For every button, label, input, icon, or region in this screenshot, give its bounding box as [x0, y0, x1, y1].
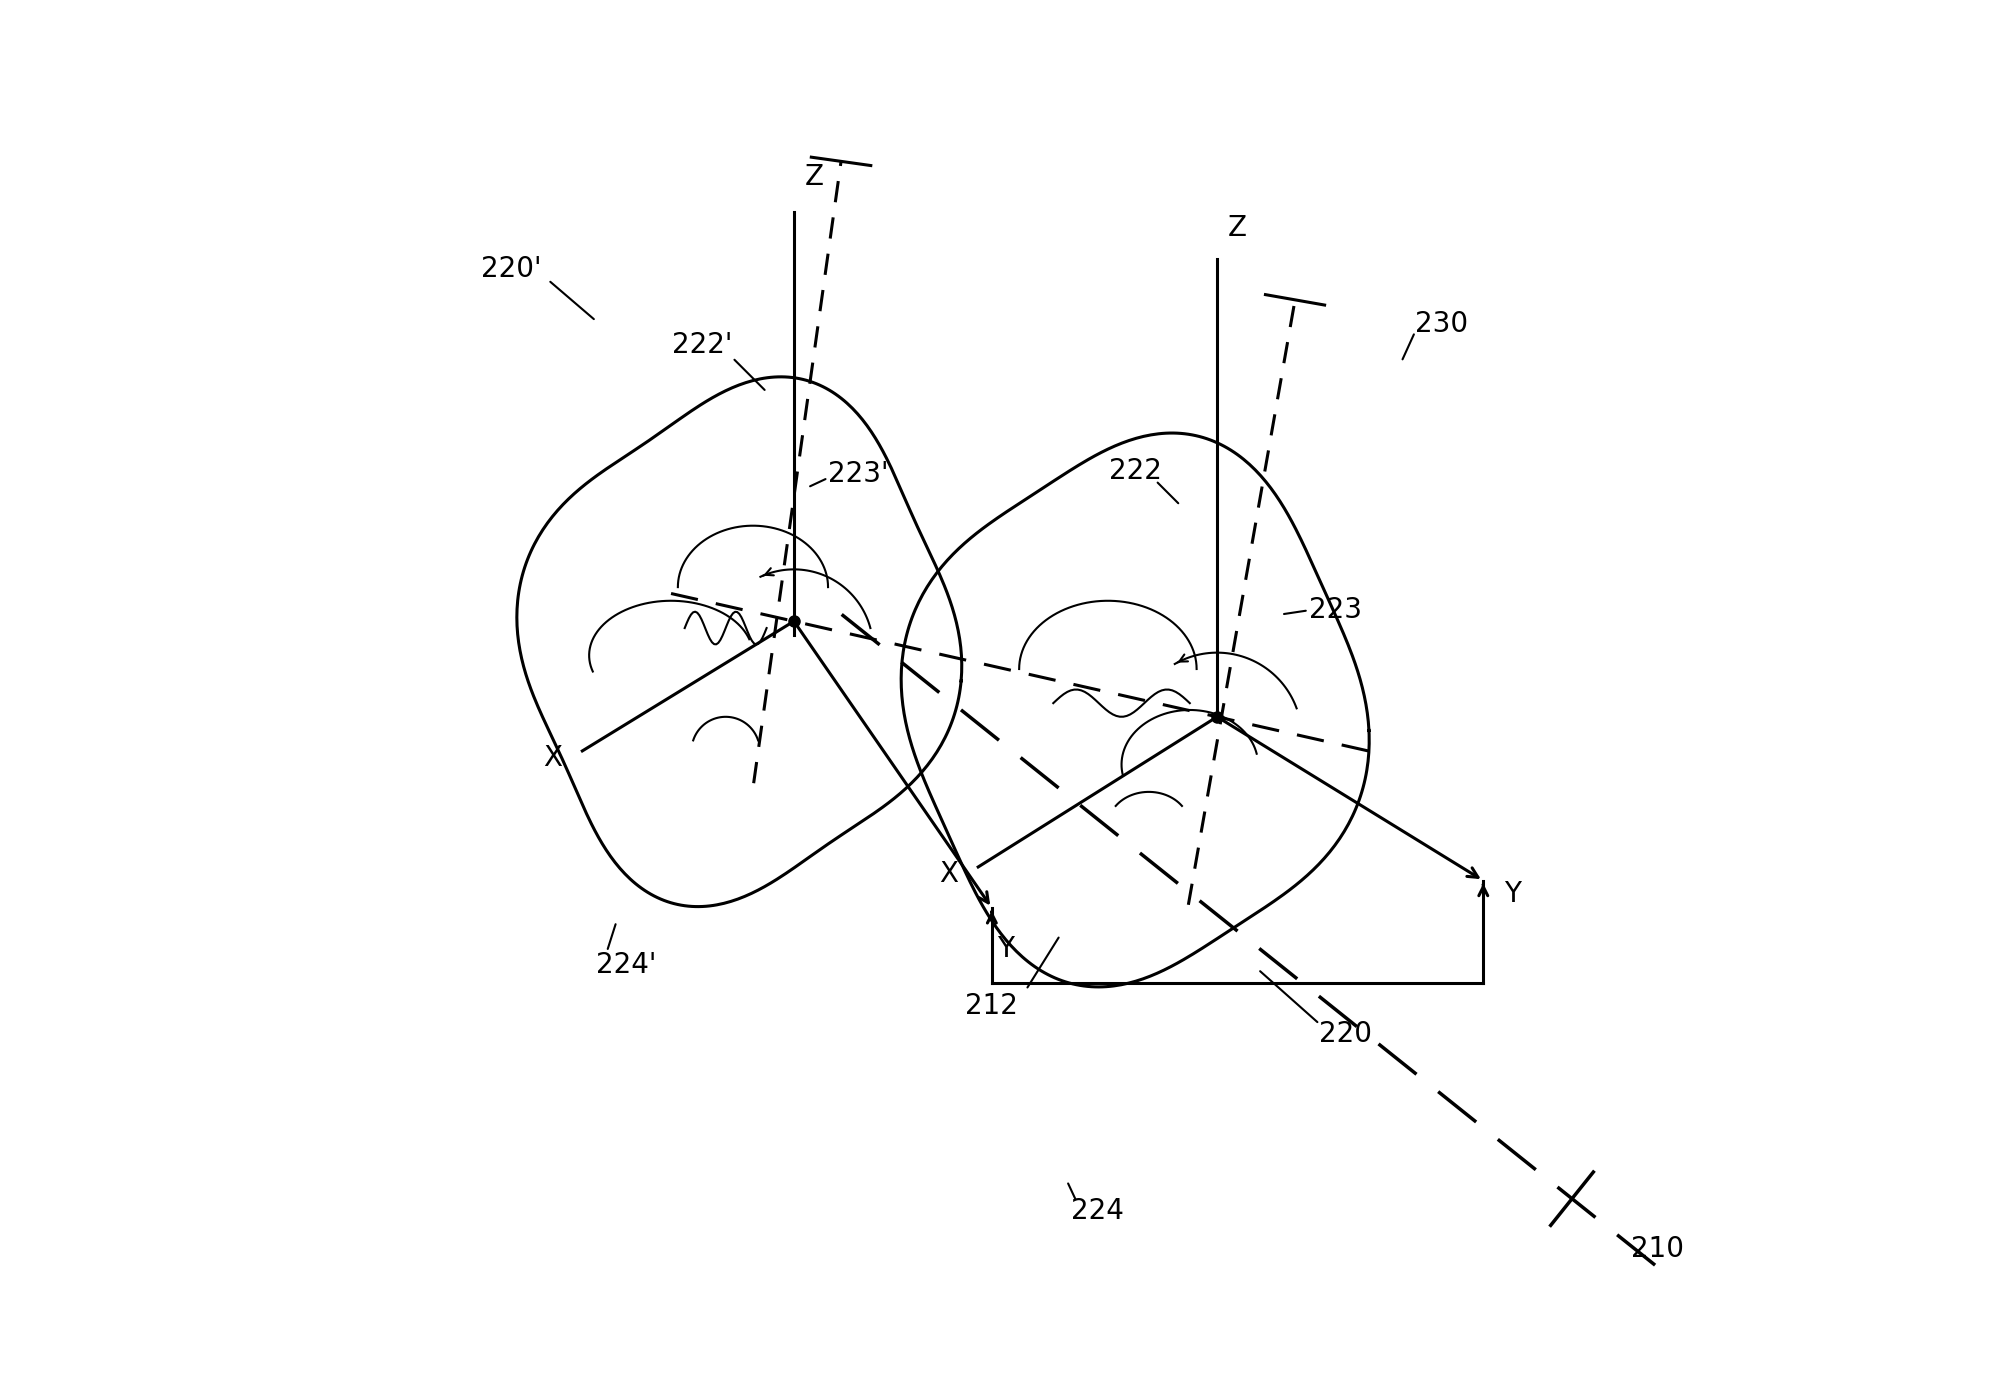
- Text: 222': 222': [672, 331, 732, 360]
- Text: 223: 223: [1309, 596, 1361, 625]
- Text: 212: 212: [965, 993, 1018, 1020]
- Text: 222: 222: [1108, 456, 1162, 485]
- Text: 223': 223': [829, 459, 889, 488]
- Text: 224: 224: [1072, 1197, 1124, 1225]
- Text: X: X: [543, 743, 561, 772]
- Text: 230: 230: [1416, 310, 1468, 338]
- Text: Y: Y: [1504, 880, 1520, 909]
- Text: 220: 220: [1319, 1019, 1372, 1048]
- Text: Y: Y: [997, 935, 1014, 963]
- Text: X: X: [939, 859, 957, 888]
- Text: Z: Z: [804, 163, 825, 192]
- Text: 220': 220': [481, 255, 541, 283]
- Text: 210: 210: [1631, 1236, 1683, 1263]
- Text: Z: Z: [1229, 214, 1247, 241]
- Text: 224': 224': [595, 952, 656, 979]
